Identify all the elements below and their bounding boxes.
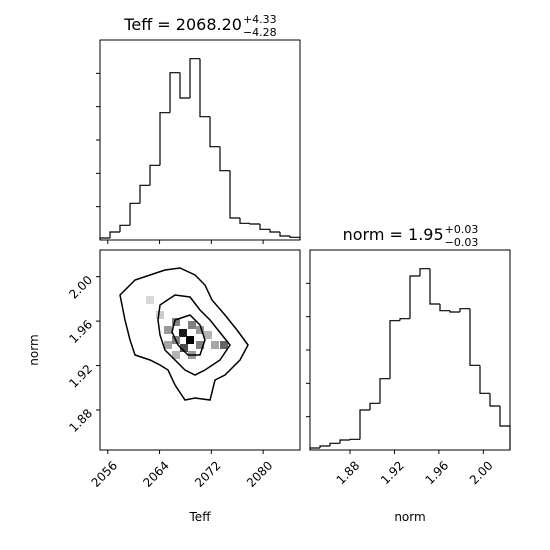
hist-bin [219, 146, 231, 172]
hist-bin [359, 409, 370, 440]
hist-bin [239, 218, 251, 224]
density-cell [156, 311, 164, 319]
hist-bin [209, 116, 220, 148]
x-axis-label: Teff [189, 510, 212, 524]
density-cell [220, 341, 229, 349]
hist-bin [409, 275, 420, 319]
hist-bin [369, 402, 380, 410]
x-tick-label: 2080 [244, 458, 275, 489]
hist-bin [259, 224, 271, 230]
hist-bin [309, 447, 320, 450]
hist-bin [329, 442, 340, 446]
hist-bin [249, 223, 260, 225]
hist-bin [319, 445, 330, 448]
density-cell [164, 341, 173, 349]
density-cell [211, 341, 220, 349]
hist-bin [479, 365, 490, 394]
title-sup: +4.33 [243, 13, 277, 26]
hist-bin [459, 308, 470, 312]
hist-bin [269, 229, 280, 233]
x-tick-label: 2.00 [467, 458, 496, 487]
panel-title: Teff = 2068.20 [123, 15, 242, 34]
hist-bin [489, 393, 500, 407]
density-cell [171, 318, 180, 326]
hist-bin [109, 231, 120, 238]
density-cell [164, 326, 173, 334]
hist-bin [119, 224, 131, 232]
title-sub: −0.03 [445, 236, 479, 249]
hist-bin [339, 439, 350, 444]
hist-bin [129, 202, 140, 226]
contour-line [157, 294, 231, 376]
density-cell [180, 344, 189, 352]
hist-bin [379, 378, 390, 404]
hist-bin [139, 184, 151, 204]
density-cell [204, 331, 213, 339]
hist-bin [389, 320, 400, 379]
density-cell [196, 326, 204, 334]
hist-bin [99, 237, 111, 240]
hist-bin [399, 318, 410, 321]
title-sub: −4.28 [243, 26, 277, 39]
hist-bin [439, 304, 450, 312]
density-cell [186, 336, 195, 344]
hist-bin [169, 72, 180, 113]
hist-bin [279, 232, 291, 237]
hist-bin [469, 308, 480, 366]
density-cell [146, 296, 155, 304]
hist-bin [349, 438, 360, 440]
hist-bin [499, 406, 511, 450]
hist-bin [179, 72, 191, 99]
hist-bin [159, 112, 171, 166]
y-tick-label: 1.92 [66, 362, 95, 391]
x-tick-label: 2072 [192, 458, 223, 489]
hist-bin [289, 236, 301, 240]
density-cell [171, 351, 180, 359]
y-axis-label: norm [27, 334, 41, 365]
hist-bin [199, 58, 211, 118]
title-sup: +0.03 [445, 223, 479, 236]
hist-bin [429, 268, 440, 305]
y-tick-label: 1.88 [66, 406, 95, 435]
hist-bin [419, 268, 430, 276]
contour-line [171, 314, 206, 356]
hist-bin [449, 310, 460, 313]
y-tick-label: 2.00 [66, 273, 95, 302]
hist-bin [229, 170, 240, 219]
x-tick-label: 1.92 [378, 458, 407, 487]
density-cell [178, 329, 187, 337]
y-tick-label: 1.96 [66, 317, 95, 346]
x-tick-label: 2056 [89, 458, 120, 489]
x-tick-label: 2064 [140, 458, 171, 489]
axes-frame [99, 249, 301, 451]
hist-bin [189, 58, 200, 98]
x-tick-label: 1.88 [334, 458, 363, 487]
hist-bin [149, 164, 160, 186]
density-cell [196, 341, 204, 349]
x-axis-label: norm [394, 510, 425, 524]
density-cell [187, 321, 196, 329]
panel-title: norm = 1.95 [343, 225, 444, 244]
contour-line [119, 267, 249, 401]
x-tick-label: 1.96 [422, 458, 451, 487]
